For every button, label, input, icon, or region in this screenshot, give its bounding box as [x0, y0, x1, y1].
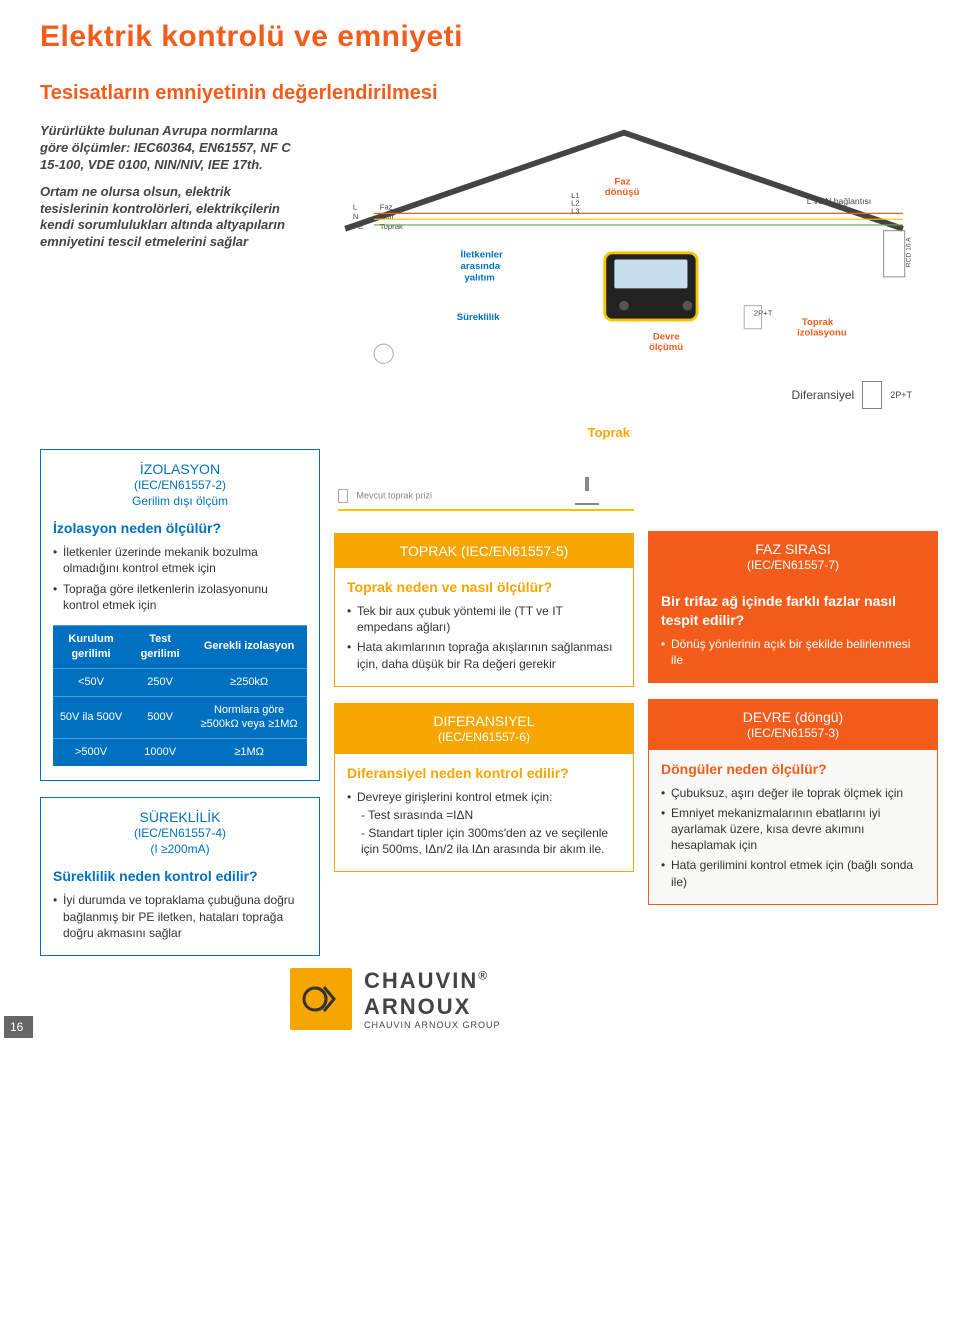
faz-heading: FAZ SIRASI	[755, 541, 830, 557]
dev-b3: Hata gerilimini kontrol etmek için (bağl…	[661, 857, 925, 889]
top-b2: Hata akımlarının toprağa akışlarının sağ…	[347, 639, 621, 671]
brand2: ARNOUX	[364, 994, 501, 1020]
svg-text:İletkenler: İletkenler	[461, 250, 503, 261]
svg-text:Süreklilik: Süreklilik	[457, 312, 500, 323]
svg-text:Toprak: Toprak	[380, 222, 403, 231]
izo-heading: İZOLASYON	[140, 461, 220, 477]
subtitle: Tesisatların emniyetinin değerlendirilme…	[40, 82, 936, 105]
devre-box: DEVRE (döngü) (IEC/EN61557-3) Döngüler n…	[648, 699, 938, 905]
intro-p1: Yürürlükte bulunan Avrupa normlarına gör…	[40, 123, 300, 174]
mevcut-prizi: Mevcut toprak prizi	[334, 487, 634, 511]
footer-logo: CHAUVIN® ARNOUX CHAUVIN ARNOUX GROUP	[40, 968, 936, 1030]
diferansiyel-box: DIFERANSIYEL (IEC/EN61557-6) Diferansiye…	[334, 703, 634, 872]
dif-heading: DIFERANSIYEL	[433, 713, 534, 729]
izo-question: İzolasyon neden ölçülür?	[53, 519, 307, 538]
sur-std: (IEC/EN61557-4)	[53, 826, 307, 842]
svg-text:izolasyonu: izolasyonu	[797, 328, 847, 339]
dev-b1: Çubuksuz, aşırı değer ile toprak ölçmek …	[661, 785, 925, 801]
logo-badge-icon	[290, 968, 352, 1030]
svg-text:RCD 16 A: RCD 16 A	[906, 237, 913, 267]
dev-question: Döngüler neden ölçülür?	[661, 760, 925, 779]
faz-question: Bir trifaz ağ içinde farklı fazlar nasıl…	[661, 592, 925, 630]
izo-b2: Toprağa göre iletkenlerin izolasyonunu k…	[53, 581, 307, 613]
dif-std: (IEC/EN61557-6)	[341, 730, 627, 746]
top-heading: TOPRAK (IEC/EN61557-5)	[335, 534, 633, 568]
svg-text:PE: PE	[353, 222, 363, 231]
svg-text:L3: L3	[571, 206, 580, 215]
svg-text:Faz: Faz	[380, 203, 393, 212]
sur-b1: İyi durumda ve topraklama çubuğuna doğru…	[53, 892, 307, 941]
svg-text:yalıtım: yalıtım	[464, 273, 494, 284]
toprak-label: Toprak	[588, 425, 630, 440]
sureklilik-box: SÜREKLİLİK (IEC/EN61557-4) (I ≥200mA) Sü…	[40, 797, 320, 956]
svg-text:dönüşü: dönüşü	[605, 187, 640, 198]
sur-heading: SÜREKLİLİK	[140, 809, 221, 825]
dif-question: Diferansiyel neden kontrol edilir?	[347, 764, 621, 783]
sur-question: Süreklilik neden kontrol edilir?	[53, 867, 307, 886]
page-number: 16	[4, 1016, 33, 1038]
page-title: Elektrik kontrolü ve emniyeti	[40, 20, 936, 54]
dif-s2: - Standart tipler için 300ms'den az ve s…	[347, 825, 621, 857]
svg-text:Devre: Devre	[653, 331, 680, 342]
izo-std: (IEC/EN61557-2)	[53, 478, 307, 494]
dev-std: (IEC/EN61557-3)	[655, 726, 931, 742]
faz-std: (IEC/EN61557-7)	[655, 558, 931, 574]
toprak-box: TOPRAK (IEC/EN61557-5) Toprak neden ve n…	[334, 533, 634, 687]
svg-text:N: N	[353, 212, 359, 221]
svg-text:ölçümü: ölçümü	[649, 342, 683, 353]
izo-table: Kurulum gerilimi Test gerilimi Gerekli i…	[53, 625, 307, 766]
izo-extra: Gerilim dışı ölçüm	[53, 494, 307, 510]
svg-text:2P+T: 2P+T	[754, 308, 773, 317]
intro-text: Yürürlükte bulunan Avrupa normlarına gör…	[40, 123, 300, 261]
izo-b1: İletkenler üzerinde mekanik bozulma olma…	[53, 544, 307, 576]
dev-heading: DEVRE (döngü)	[743, 709, 843, 725]
brand-group: CHAUVIN ARNOUX GROUP	[364, 1020, 501, 1030]
diag-L: L	[353, 203, 358, 212]
svg-text:arasında: arasında	[461, 261, 501, 272]
izolasyon-box: İZOLASYON (IEC/EN61557-2) Gerilim dışı ö…	[40, 449, 320, 781]
svg-text:Toprak: Toprak	[802, 317, 834, 328]
sur-extra: (I ≥200mA)	[53, 842, 307, 858]
brand1: CHAUVIN	[364, 968, 478, 993]
svg-text:L ve N bağlantısı: L ve N bağlantısı	[807, 196, 872, 206]
faz-b1: Dönüş yönlerinin açık bir şekilde belirl…	[661, 636, 925, 668]
svg-text:Faz: Faz	[614, 177, 630, 188]
dev-b2: Emniyet mekanizmalarının ebatlarını iyi …	[661, 805, 925, 854]
diferansiyel-indicator: Diferansiyel 2P+T	[40, 381, 936, 409]
top-b1: Tek bir aux çubuk yöntemi ile (TT ve IT …	[347, 603, 621, 635]
intro-p2: Ortam ne olursa olsun, elektrik tesisler…	[40, 184, 300, 252]
dif-s1: - Test sırasında =IΔN	[347, 807, 621, 823]
fazsirasi-box: FAZ SIRASI (IEC/EN61557-7) Bir trifaz ağ…	[648, 531, 938, 683]
house-diagram: L N PE Faz Nötr Toprak L1 L2 L3 Faz dönü…	[312, 123, 936, 373]
dif-b1: Devreye girişlerini kontrol etmek için:	[347, 789, 621, 805]
top-question: Toprak neden ve nasıl ölçülür?	[347, 578, 621, 597]
